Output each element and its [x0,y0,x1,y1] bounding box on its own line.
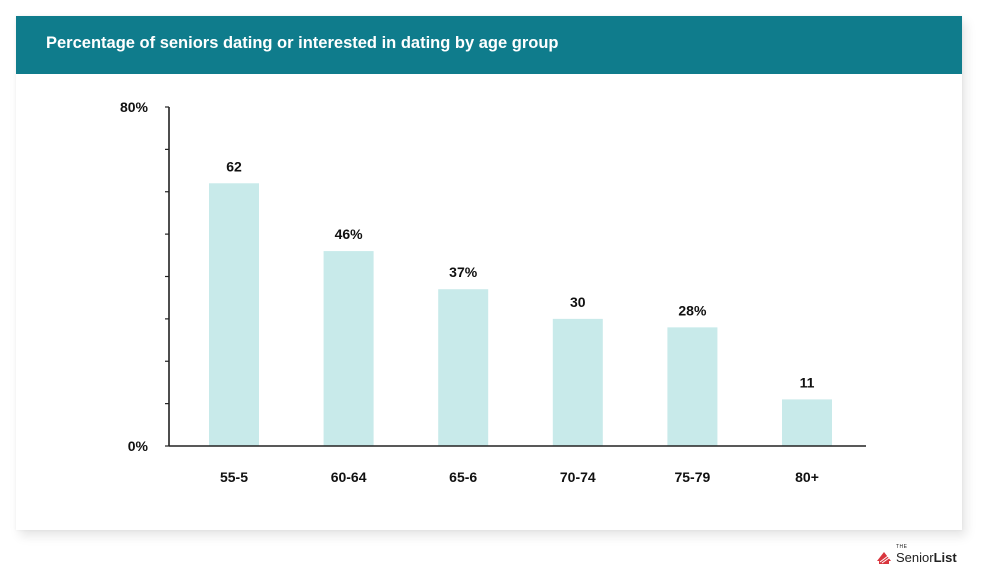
y-tick-label: 0% [128,438,149,454]
x-category-label: 65-6 [449,469,477,485]
bar-data-label: 11 [800,374,815,390]
bar [552,318,603,446]
bar [782,399,832,446]
x-category-label: 75-79 [674,469,710,485]
bar-data-label: 37% [449,264,478,280]
bar-data-label: 28% [678,302,707,318]
bar-data-label: 46% [335,226,364,242]
labels-group: 62 55-5 46% 60-64 37% 65-6 30 70-74 28% 75-79 11 80… [220,158,819,485]
x-category-label: 70-74 [560,469,596,485]
bars-group [209,183,832,446]
brand-name-part2: List [933,549,957,565]
x-category-label: 80+ [795,469,819,485]
x-category-label: 60-64 [331,469,367,485]
y-ticks-group: 0% 80% [120,99,169,454]
chart-title: Percentage of seniors dating or interest… [46,34,559,52]
bar [323,251,374,446]
brand-name: THE SeniorList [896,544,957,565]
brand-the: THE [896,543,908,550]
y-tick-label: 80% [120,99,149,115]
brand-logo: THE SeniorList [876,544,957,566]
brand-logo-icon [877,552,891,564]
brand-name-part1: Senior [896,549,934,565]
bar-data-label: 62 [226,158,242,174]
bar [209,183,259,446]
x-category-label: 55-5 [220,469,248,485]
bar [667,327,718,446]
chart-card: Percentage of seniors dating or interest… [16,16,962,530]
bar [438,289,489,446]
bar-data-label: 30 [570,294,586,310]
chart-header: Percentage of seniors dating or interest… [16,16,962,74]
